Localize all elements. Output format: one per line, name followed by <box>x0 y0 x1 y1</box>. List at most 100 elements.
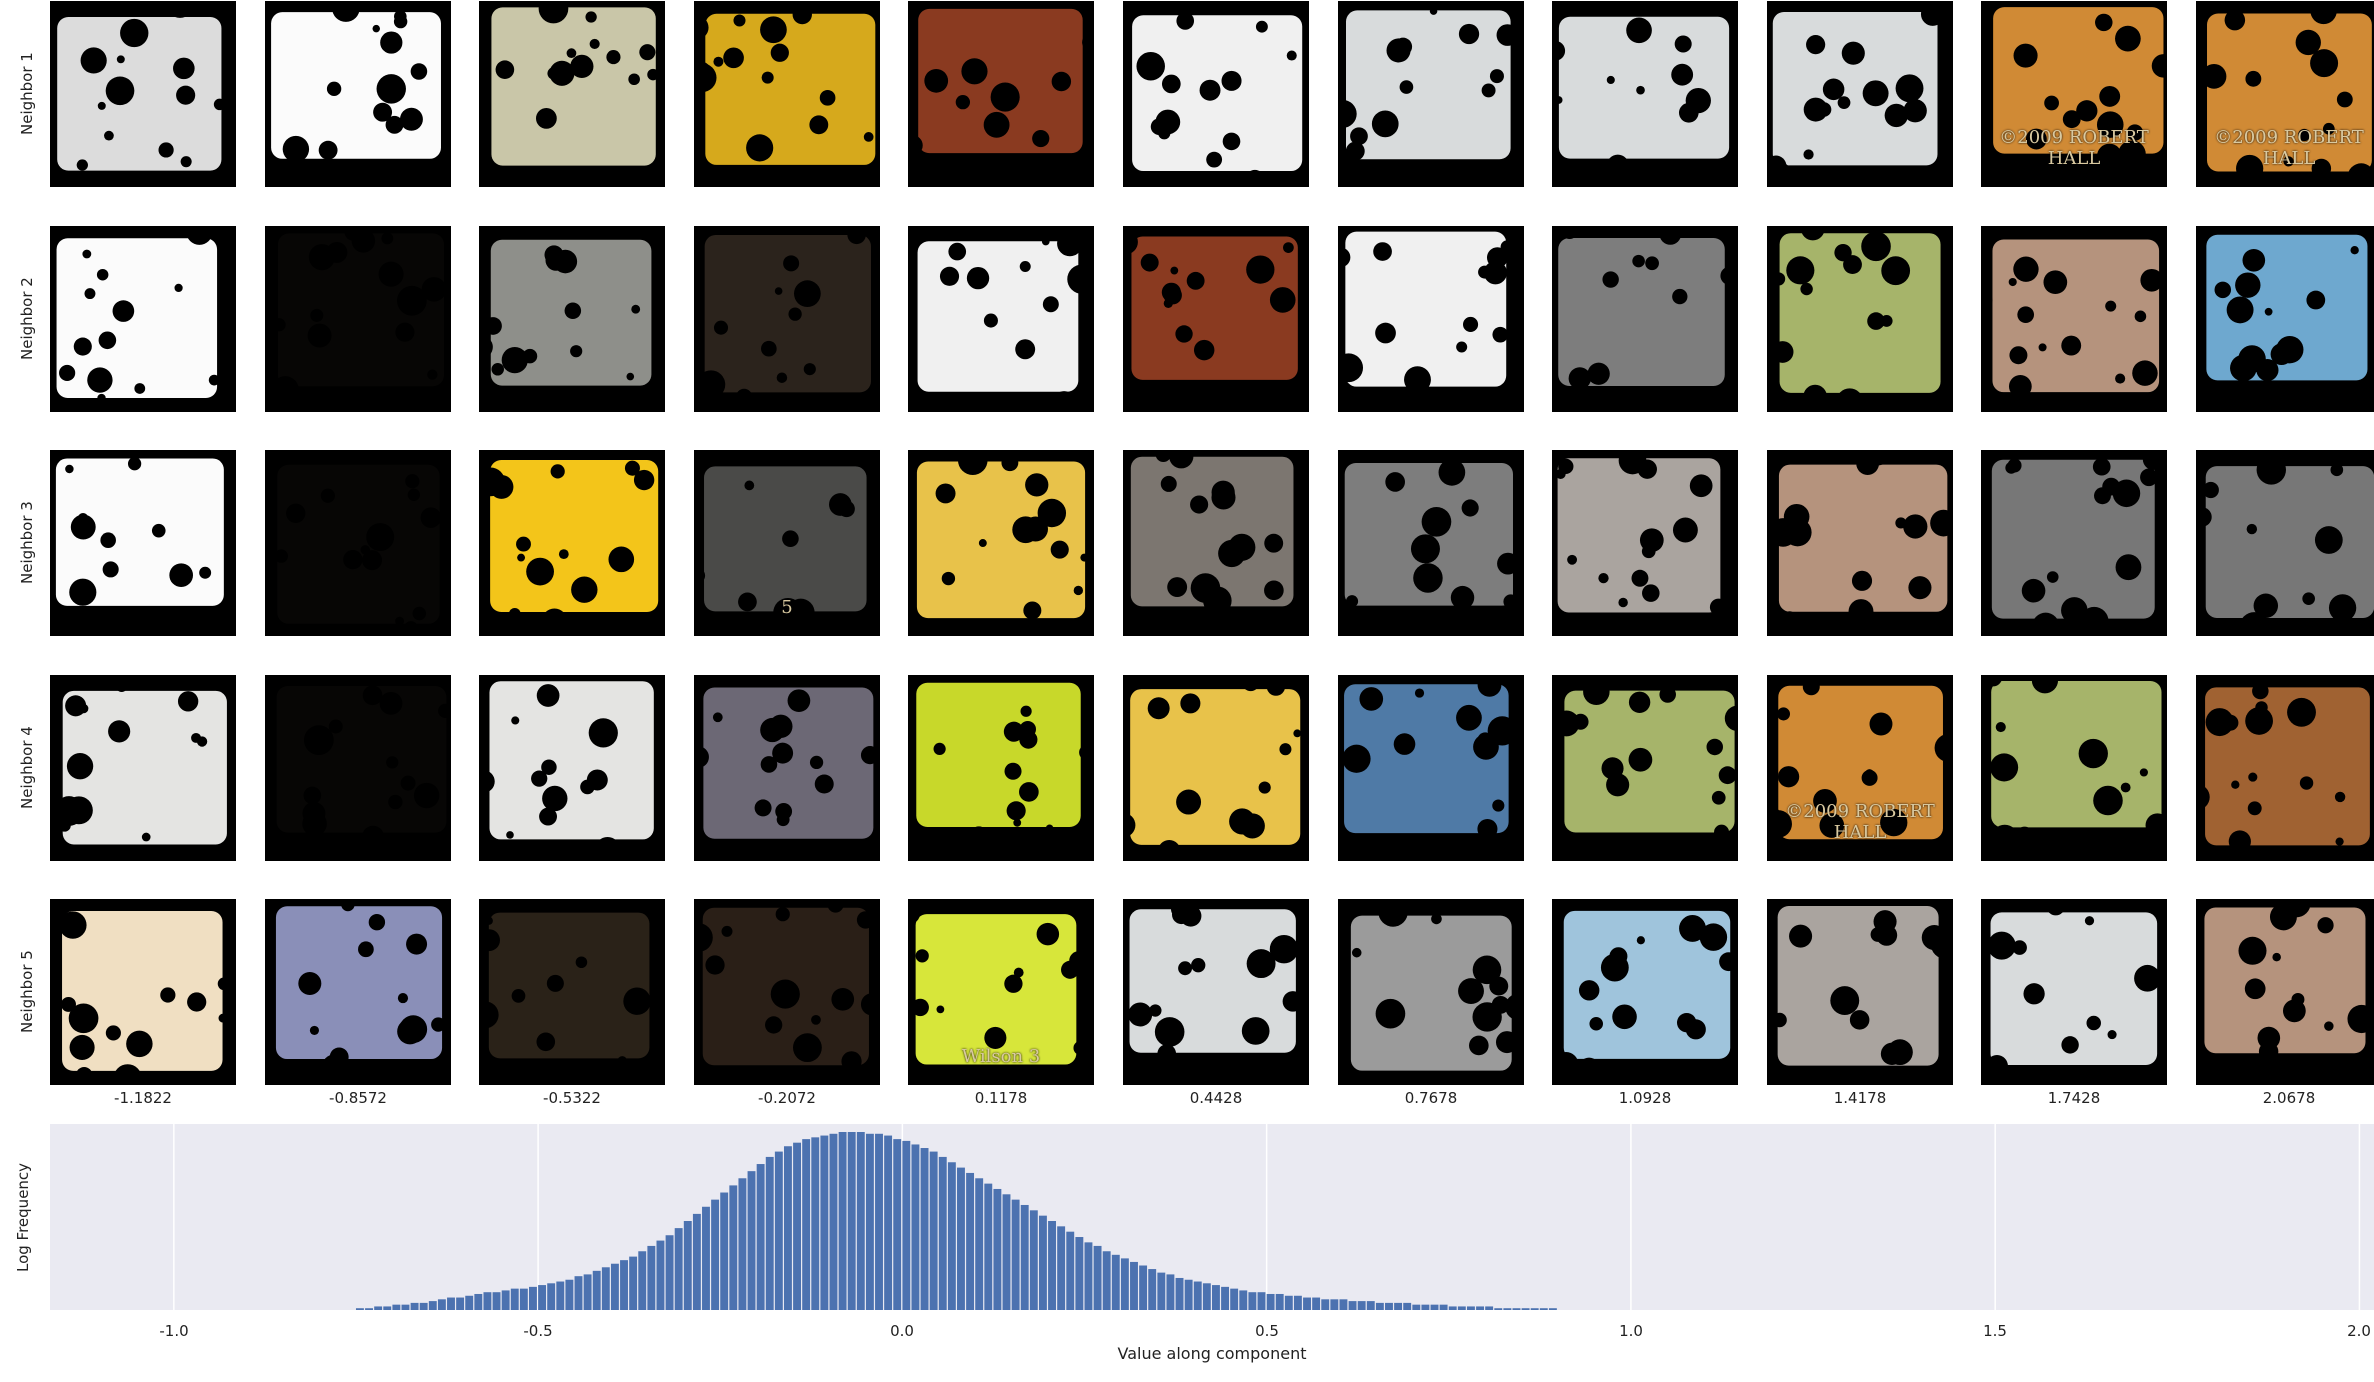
histogram-bar <box>1385 1302 1393 1310</box>
histogram-bar <box>1548 1308 1557 1310</box>
row-label: Neighbor 1 <box>18 52 36 136</box>
histogram-bar <box>510 1288 519 1310</box>
green-butterfly-image <box>1552 675 1738 861</box>
histogram-bar <box>783 1146 792 1310</box>
histogram-bar <box>1366 1301 1375 1310</box>
column-value-label: 0.4428 <box>1189 1089 1243 1107</box>
histogram-bar <box>1357 1301 1366 1310</box>
green-butterfly-image <box>1767 226 1953 412</box>
image-caption-text: ©2009 ROBERT HALL <box>1785 801 1935 843</box>
histogram-bar <box>1485 1306 1494 1310</box>
histogram-bar <box>1093 1245 1102 1310</box>
histogram-bar <box>1175 1277 1184 1310</box>
person-costume-image <box>2196 899 2374 1085</box>
histogram-bar <box>1439 1304 1448 1310</box>
histogram-bar <box>1184 1279 1193 1310</box>
histogram-bar <box>884 1135 893 1310</box>
histogram-bar <box>774 1151 783 1310</box>
histogram-bar <box>1494 1308 1503 1310</box>
histogram-bar <box>1230 1288 1239 1310</box>
histogram-bar <box>428 1301 437 1310</box>
histogram-bar <box>1212 1285 1220 1310</box>
histogram-bar <box>519 1288 528 1310</box>
histogram-bar <box>938 1156 947 1310</box>
histogram-bar <box>1239 1290 1248 1310</box>
histogram-bar <box>1530 1308 1539 1310</box>
camera-tripod-image <box>2196 675 2374 861</box>
histogram-bar <box>1057 1226 1066 1310</box>
gorilla-image <box>1123 450 1309 636</box>
histogram-bar <box>729 1185 738 1310</box>
histogram-bar <box>355 1308 364 1310</box>
wallet-number-image: 5 <box>694 450 880 636</box>
histogram-bar <box>401 1304 410 1310</box>
histogram-bar <box>1166 1274 1175 1310</box>
histogram-bar <box>838 1132 847 1310</box>
x-tick-label: 0.0 <box>890 1322 914 1340</box>
histogram-x-axis-label: Value along component <box>1117 1344 1307 1363</box>
person-costume-image <box>1981 226 2167 412</box>
histogram-bar <box>1248 1292 1257 1310</box>
histogram-bar <box>1521 1308 1530 1310</box>
zebra-stripes-image <box>2196 450 2374 636</box>
leopard-gecko-image: ©2009 ROBERT HALL <box>1981 1 2167 187</box>
histogram-bar <box>656 1240 665 1310</box>
white-paper-image <box>50 675 236 861</box>
rottweiler-dog-image <box>694 226 880 412</box>
histogram-bar <box>711 1199 720 1310</box>
histogram-bar <box>1293 1295 1302 1310</box>
histogram-bar <box>1002 1194 1011 1310</box>
histogram-bar <box>902 1140 911 1310</box>
column-value-label: 0.7678 <box>1404 1089 1458 1107</box>
histogram-bar <box>1503 1308 1512 1310</box>
histogram-bar <box>1466 1306 1475 1310</box>
white-sky-scene-image <box>50 1 236 187</box>
person-costume-image <box>1767 450 1953 636</box>
histogram-bar <box>665 1235 674 1310</box>
histogram-bar <box>1275 1293 1284 1310</box>
histogram-bar <box>601 1267 610 1310</box>
histogram-bar <box>893 1139 902 1310</box>
histogram-bar <box>802 1139 811 1310</box>
histogram-bar <box>620 1260 628 1310</box>
x-tick-label: -0.5 <box>523 1322 553 1340</box>
statue-puzzle-image <box>1552 450 1738 636</box>
histogram-bar <box>847 1132 856 1310</box>
green-butterfly-image <box>1981 675 2167 861</box>
histogram-bar <box>966 1172 975 1310</box>
leopard-gecko-image: ©2009 ROBERT HALL <box>2196 1 2374 187</box>
dark-night-scene-image <box>479 899 665 1085</box>
bridge-sky-image <box>1767 1 1953 187</box>
image-caption-text: 5 <box>781 597 793 618</box>
bridge-sky-image <box>1981 899 2167 1085</box>
histogram-bar <box>1348 1301 1357 1310</box>
white-bright-scene-image <box>50 226 236 412</box>
histogram-bar <box>1448 1306 1457 1310</box>
histogram-bar <box>647 1245 656 1310</box>
histogram-bar <box>1375 1302 1384 1310</box>
histogram-bar <box>583 1274 592 1310</box>
histogram-y-axis-label: Log Frequency <box>14 1162 32 1272</box>
x-tick-label: 2.0 <box>2347 1322 2371 1340</box>
histogram-bar <box>492 1292 501 1310</box>
histogram-bar <box>674 1228 683 1310</box>
histogram-bar <box>1321 1299 1330 1310</box>
histogram-bar <box>1084 1242 1093 1310</box>
column-value-label: -1.1822 <box>114 1089 172 1107</box>
column-value-label: 2.0678 <box>2262 1089 2316 1107</box>
histogram-bar <box>1284 1295 1293 1310</box>
histogram-bar <box>1048 1221 1056 1310</box>
jigsaw-puzzle-image <box>908 1 1094 187</box>
lavender-blob-image <box>265 899 451 1085</box>
panda-image <box>1338 226 1524 412</box>
black-dog-image <box>694 899 880 1085</box>
histogram-bar <box>592 1270 601 1310</box>
jet-blue-sky-image <box>2196 226 2374 412</box>
histogram-bar <box>501 1290 510 1310</box>
histogram-bar <box>610 1263 619 1310</box>
histogram-bar <box>1120 1258 1129 1310</box>
ruler-scene-image <box>479 1 665 187</box>
histogram-bar <box>1029 1210 1038 1310</box>
histogram-bar <box>556 1281 565 1310</box>
histogram-bar <box>447 1297 455 1310</box>
